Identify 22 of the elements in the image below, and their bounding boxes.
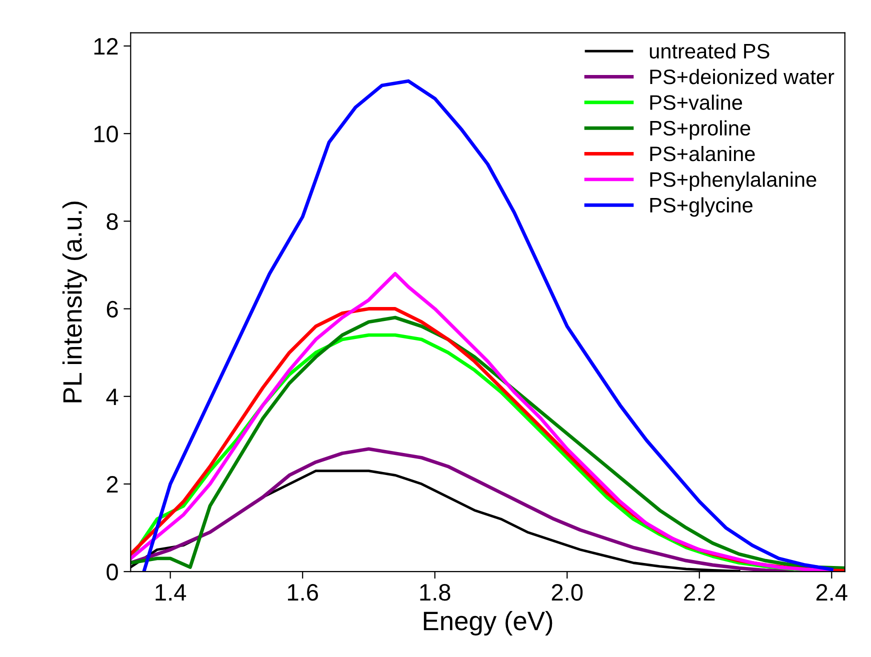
y-tick-label: 6 bbox=[106, 300, 118, 318]
x-axis-title: Enegy (eV) bbox=[424, 610, 552, 636]
legend-label: PS+valine bbox=[650, 94, 742, 110]
x-tick-label: 1.8 bbox=[420, 584, 450, 601]
legend-label: PS+phenylalanine bbox=[650, 172, 816, 192]
x-tick-label: 2.0 bbox=[552, 584, 583, 601]
x-tick-label: 1.4 bbox=[156, 584, 186, 601]
legend-label: untreated PS bbox=[650, 43, 770, 59]
legend-label: PS+alanine bbox=[650, 146, 755, 162]
y-tick-label: 10 bbox=[94, 126, 118, 142]
x-tick-label: 2.2 bbox=[684, 584, 715, 601]
y-tick-label: 2 bbox=[106, 476, 118, 493]
y-tick-label: 8 bbox=[106, 213, 118, 230]
x-tick-label: 2.4 bbox=[816, 584, 848, 601]
legend-label: PS+glycine bbox=[650, 197, 752, 217]
y-tick-label: 12 bbox=[94, 38, 118, 55]
x-tick-label: 1.6 bbox=[288, 584, 318, 601]
y-axis-title: PL intensity (a.u.) bbox=[62, 202, 88, 402]
y-tick-label: 0 bbox=[106, 564, 118, 580]
y-tick-label: 4 bbox=[106, 388, 118, 405]
legend-label: PS+deionized water bbox=[650, 68, 834, 84]
legend-label: PS+proline bbox=[650, 120, 750, 140]
